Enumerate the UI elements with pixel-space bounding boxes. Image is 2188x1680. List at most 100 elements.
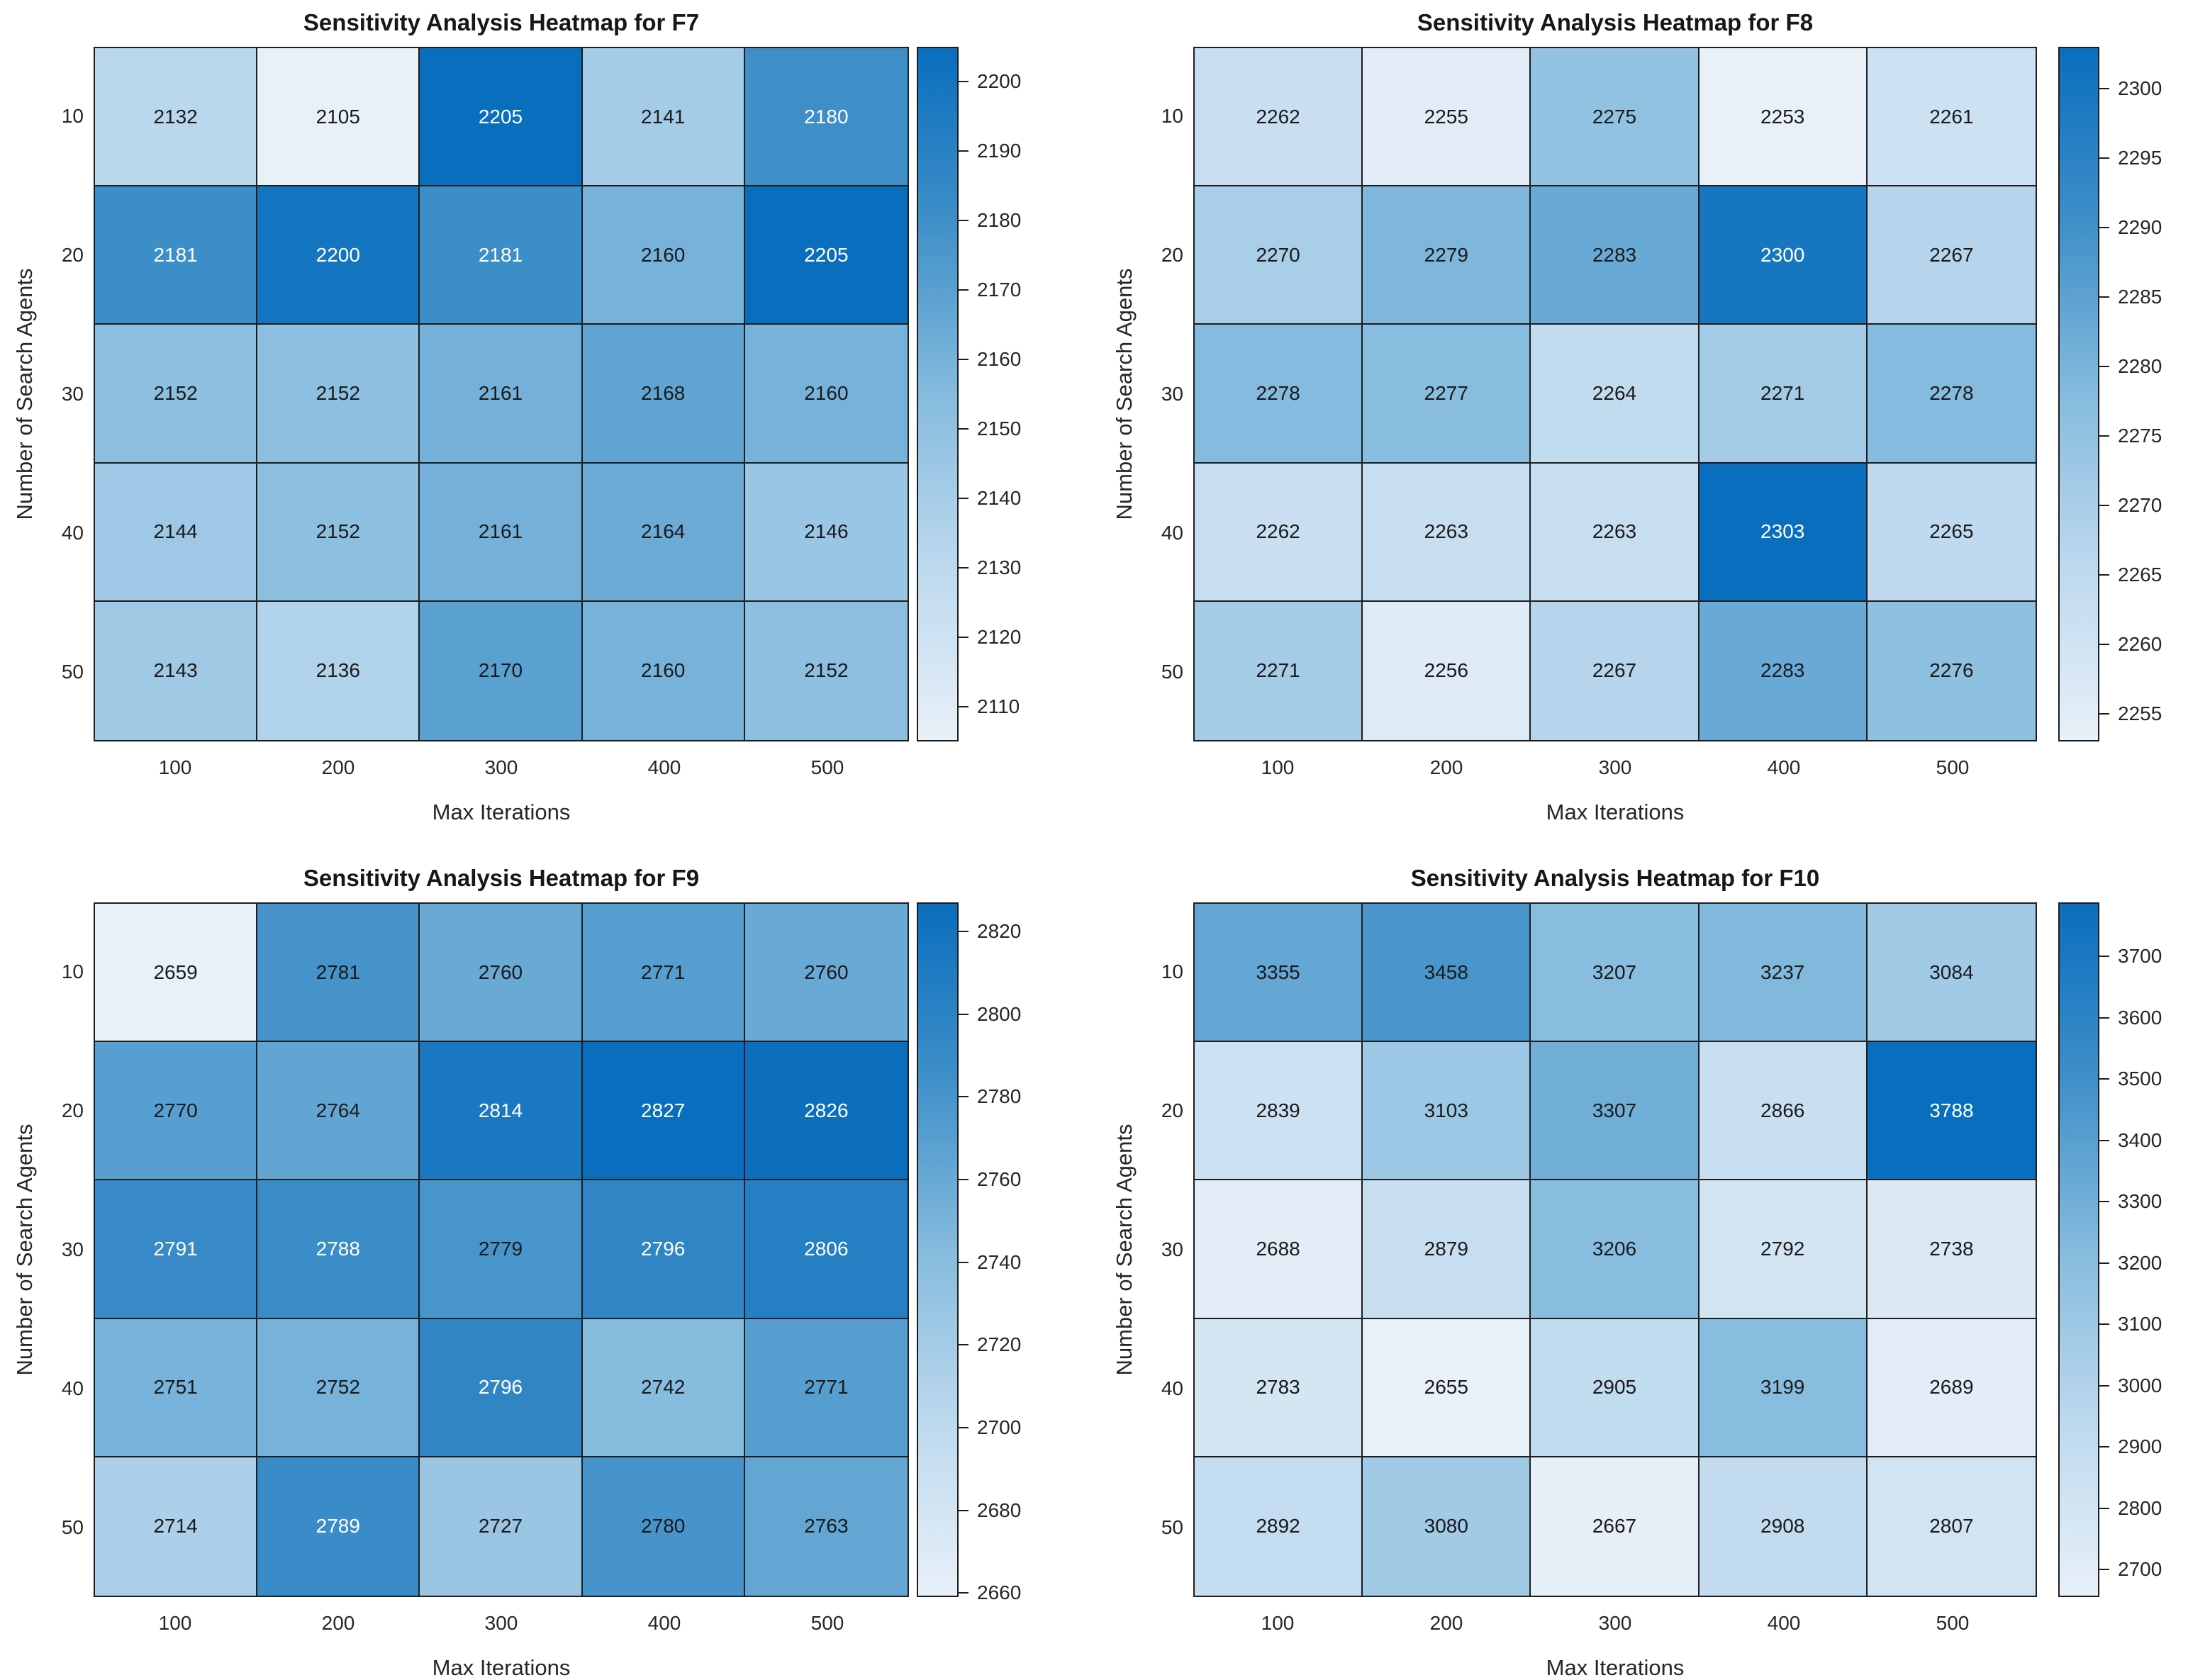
colorbar-tick-label: 2680 bbox=[977, 1499, 1022, 1521]
colorbar-tick-label: 2300 bbox=[2118, 77, 2162, 99]
x-axis-label: Max Iterations bbox=[432, 1655, 571, 1680]
colorbar-tick bbox=[2099, 226, 2109, 228]
x-tick-label: 300 bbox=[1598, 1612, 1632, 1634]
y-tick-label: 40 bbox=[1161, 1377, 1183, 1399]
x-tick-label: 300 bbox=[484, 1612, 518, 1634]
heatmap-cell: 2839 bbox=[1195, 1042, 1363, 1181]
colorbar-tick bbox=[959, 1509, 969, 1511]
colorbar-tick bbox=[2099, 1017, 2109, 1019]
x-tick-label: 200 bbox=[1429, 1612, 1463, 1634]
colorbar-tick bbox=[959, 1592, 969, 1594]
colorbar-tick-label: 3700 bbox=[2118, 945, 2162, 968]
y-axis-label: Number of Search Agents bbox=[1112, 1124, 1137, 1376]
heatmap-cell: 2796 bbox=[582, 1180, 745, 1319]
y-tick-label: 30 bbox=[61, 1238, 84, 1260]
colorbar-tick-label: 2295 bbox=[2118, 146, 2162, 169]
colorbar bbox=[917, 902, 959, 1597]
heatmap-cell: 2688 bbox=[1195, 1180, 1363, 1319]
y-tick-label: 50 bbox=[1161, 661, 1183, 683]
heatmap-cell: 2160 bbox=[582, 186, 745, 325]
y-tick-label: 30 bbox=[61, 383, 84, 405]
heatmap-cell: 2738 bbox=[1867, 1180, 2036, 1319]
x-tick-label: 500 bbox=[1936, 756, 1970, 778]
heatmap-cell: 2760 bbox=[420, 904, 583, 1043]
y-tick-label: 10 bbox=[1161, 105, 1183, 127]
heatmap-cell: 2262 bbox=[1195, 48, 1363, 187]
y-tick-label: 50 bbox=[61, 1516, 84, 1538]
colorbar-tick-label: 2270 bbox=[2118, 493, 2162, 516]
y-axis-label: Number of Search Agents bbox=[1112, 268, 1137, 520]
heatmap-cell: 2205 bbox=[744, 186, 908, 325]
colorbar-tick bbox=[2099, 1446, 2109, 1448]
y-tick-label: 50 bbox=[61, 661, 84, 683]
heatmap-cell: 2276 bbox=[1867, 601, 2036, 740]
colorbar-tick-label: 2800 bbox=[977, 1002, 1022, 1025]
colorbar-tick-label: 2130 bbox=[977, 556, 1022, 578]
heatmap-cell: 2132 bbox=[95, 48, 258, 187]
heatmap-cell: 3084 bbox=[1867, 904, 2036, 1043]
y-tick-label: 10 bbox=[1161, 961, 1183, 982]
colorbar-tick bbox=[959, 930, 969, 932]
heatmap-panel-f9: Sensitivity Analysis Heatmap for F9 2659 2… bbox=[0, 856, 1094, 1680]
colorbar-tick bbox=[959, 1426, 969, 1428]
y-tick-label: 20 bbox=[1161, 1099, 1183, 1121]
colorbar bbox=[2058, 47, 2099, 741]
colorbar-tick bbox=[959, 220, 969, 221]
heatmap-panel-f10: Sensitivity Analysis Heatmap for F10 3355… bbox=[1094, 856, 2188, 1680]
x-tick-label: 200 bbox=[321, 1612, 355, 1634]
colorbar-tick-label: 2800 bbox=[2118, 1496, 2162, 1519]
colorbar-tick-label: 2200 bbox=[977, 70, 1022, 92]
heatmap-cell: 2152 bbox=[257, 463, 420, 602]
colorbar-tick bbox=[2099, 157, 2109, 159]
colorbar-tick-label: 2760 bbox=[977, 1167, 1022, 1190]
colorbar-tick bbox=[959, 150, 969, 152]
colorbar-tick-label: 2285 bbox=[2118, 285, 2162, 308]
heatmap-cell: 2814 bbox=[420, 1042, 583, 1181]
heatmap-cell: 2689 bbox=[1867, 1318, 2036, 1457]
heatmap-cell: 2751 bbox=[95, 1318, 258, 1457]
colorbar-tick-label: 3300 bbox=[2118, 1190, 2162, 1213]
colorbar-tick bbox=[959, 289, 969, 291]
heatmap-cell: 2160 bbox=[582, 601, 745, 740]
heatmap-cell: 3788 bbox=[1867, 1042, 2036, 1181]
colorbar-tick bbox=[959, 567, 969, 569]
colorbar-tick-label: 2900 bbox=[2118, 1435, 2162, 1458]
heatmap-cell: 2267 bbox=[1531, 601, 1699, 740]
colorbar-tick-label: 2660 bbox=[977, 1581, 1022, 1604]
colorbar-tick bbox=[2099, 365, 2109, 367]
colorbar-tick-label: 2160 bbox=[977, 348, 1022, 370]
colorbar-tick-label: 2140 bbox=[977, 487, 1022, 509]
x-tick-label: 100 bbox=[1261, 1612, 1295, 1634]
heatmap-cell: 2136 bbox=[257, 601, 420, 740]
heatmap-cell: 3307 bbox=[1531, 1042, 1699, 1181]
heatmap-cell: 2205 bbox=[420, 48, 583, 187]
colorbar-tick bbox=[2099, 1507, 2109, 1509]
heatmap-cell: 2763 bbox=[744, 1457, 908, 1596]
heatmap-cell: 2262 bbox=[1195, 463, 1363, 602]
colorbar-tick-label: 2260 bbox=[2118, 632, 2162, 655]
colorbar-tick-label: 2150 bbox=[977, 418, 1022, 439]
chart-title: Sensitivity Analysis Heatmap for F10 bbox=[1410, 865, 1820, 891]
y-tick-label: 30 bbox=[1161, 1238, 1183, 1260]
colorbar-tick-label: 3400 bbox=[2118, 1129, 2162, 1151]
heatmap-cell: 2780 bbox=[582, 1457, 745, 1596]
chart-title: Sensitivity Analysis Heatmap for F9 bbox=[303, 865, 700, 891]
heatmap-cell: 2303 bbox=[1699, 463, 1868, 602]
heatmap-cell: 2152 bbox=[744, 601, 908, 740]
heatmap-cell: 2263 bbox=[1363, 463, 1531, 602]
heatmap-cell: 2161 bbox=[420, 325, 583, 464]
x-tick-label: 100 bbox=[158, 1612, 192, 1634]
colorbar-tick bbox=[959, 359, 969, 360]
colorbar-tick-label: 3200 bbox=[2118, 1251, 2162, 1274]
heatmap-cell: 2270 bbox=[1195, 186, 1363, 325]
heatmap-cell: 2796 bbox=[420, 1318, 583, 1457]
heatmap-cell: 2278 bbox=[1195, 325, 1363, 464]
heatmap-cell: 2283 bbox=[1531, 186, 1699, 325]
colorbar-tick-label: 2720 bbox=[977, 1333, 1022, 1356]
heatmap-cell: 2300 bbox=[1699, 186, 1868, 325]
colorbar-tick-label: 2120 bbox=[977, 626, 1022, 648]
heatmap-cell: 2105 bbox=[257, 48, 420, 187]
colorbar-tick bbox=[2099, 1201, 2109, 1203]
heatmap-cell: 2781 bbox=[257, 904, 420, 1043]
heatmap-cell: 2181 bbox=[420, 186, 583, 325]
